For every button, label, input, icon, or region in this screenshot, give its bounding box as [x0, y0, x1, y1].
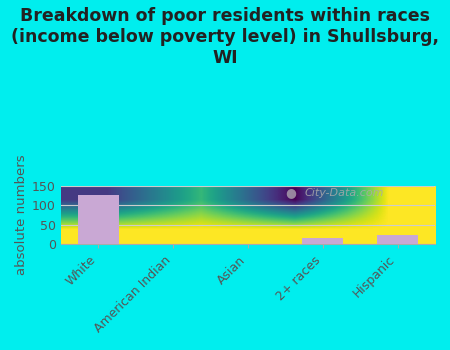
- Text: Breakdown of poor residents within races
(income below poverty level) in Shullsb: Breakdown of poor residents within races…: [11, 7, 439, 66]
- Bar: [78, 195, 119, 245]
- Bar: [377, 234, 418, 245]
- Text: City-Data.com: City-Data.com: [304, 188, 383, 198]
- Bar: [302, 238, 343, 245]
- Text: ●: ●: [285, 186, 296, 199]
- Y-axis label: absolute numbers: absolute numbers: [15, 155, 28, 275]
